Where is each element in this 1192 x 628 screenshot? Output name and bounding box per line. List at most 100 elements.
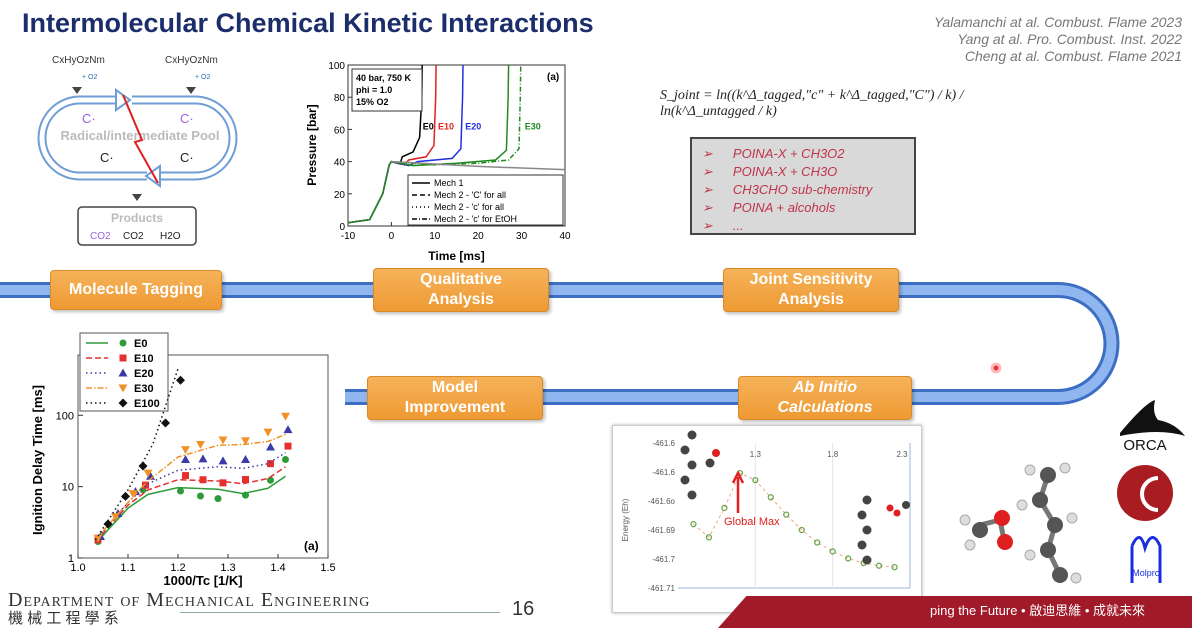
orca-logo	[1120, 400, 1185, 436]
legend	[407, 174, 564, 226]
data-point	[197, 492, 204, 500]
citation: Yalamanchi at al. Combust. Flame 2023	[934, 14, 1182, 30]
pointer-dot	[990, 362, 1002, 374]
legend-entry: E20	[134, 368, 154, 380]
data-point	[121, 491, 130, 501]
data-point	[705, 534, 713, 541]
data-point	[198, 454, 208, 463]
x-tick-label: 1.1	[120, 562, 135, 574]
bullet-arrow-icon: ➢	[702, 146, 713, 161]
x-tick-label: 40	[559, 231, 571, 242]
slide-title: Intermolecular Chemical Kinetic Interact…	[22, 8, 594, 38]
data-point	[783, 511, 790, 518]
svg-text:+ O2: + O2	[82, 74, 97, 81]
y-tick-label: 0	[339, 222, 345, 233]
y-tick-label: -461.71	[648, 584, 676, 593]
x-tick-label: 0	[389, 231, 395, 242]
data-point	[177, 487, 184, 495]
series-line	[94, 475, 286, 544]
data-point	[218, 436, 228, 445]
x-tick-label: 20	[473, 231, 485, 242]
series-label: E30	[525, 121, 541, 131]
x-tick-label: 1.8	[827, 450, 839, 459]
y-tick-label: -461.69	[648, 526, 676, 535]
plot-frame	[347, 64, 566, 227]
global-max-label: Global Max	[724, 516, 780, 528]
data-point	[199, 476, 207, 484]
data-point	[142, 481, 149, 489]
data-point	[119, 354, 127, 362]
y-tick-label: 100	[328, 61, 345, 72]
series-line	[391, 160, 566, 171]
y-axis-label: Ignition Delay Time [ms]	[30, 385, 45, 535]
molpro-logo	[1130, 536, 1162, 583]
condition-annotation: 15% O2	[356, 97, 389, 107]
data-point	[266, 442, 275, 451]
series-label: E20	[465, 121, 481, 131]
data-point	[690, 521, 697, 528]
list-item: ➢ POINA-X + CH3O2	[702, 146, 845, 161]
series-line	[94, 433, 286, 541]
list-item: ➢ POINA-X + CH3O	[702, 164, 838, 179]
step-ab-initio-calculations: Ab Initio Calculations	[738, 376, 912, 420]
y-axis-label: Pressure [bar]	[305, 104, 319, 185]
department-name: Department of Mechanical Engineering	[8, 589, 371, 611]
data-point	[111, 513, 120, 522]
svg-text:C·: C·	[82, 111, 96, 126]
y-tick-label: -461.6	[652, 468, 675, 477]
x-tick-label: 1.2	[170, 562, 185, 574]
data-point	[176, 375, 185, 385]
joint-sensitivity-formula: S_joint = ln((k^Δ_tagged,"c" + k^Δ_tagge…	[660, 88, 964, 119]
svg-text:CO2: CO2	[90, 231, 111, 242]
list-item: ➢ CH3CHO sub-chemistry	[702, 182, 873, 197]
data-point	[196, 440, 205, 449]
series-line	[347, 64, 510, 224]
step-qualitative-analysis: Qualitative Analysis	[373, 268, 549, 312]
data-point	[118, 368, 128, 377]
software-logos: ORCA Molpro	[1117, 400, 1185, 583]
data-point	[242, 491, 249, 499]
svg-text:C·: C·	[100, 150, 114, 165]
data-point	[875, 562, 883, 569]
legend-entry: Mech 2 - 'C' for all	[434, 190, 506, 200]
series-label: E10	[438, 121, 454, 131]
data-point	[281, 412, 290, 421]
data-point	[181, 446, 190, 455]
y-tick-label: 60	[334, 125, 346, 136]
x-tick-label: -10	[341, 231, 356, 242]
data-point	[798, 526, 805, 534]
department-name-zh: 機 械 工 程 學 系	[8, 610, 119, 627]
svg-text:C·: C·	[180, 150, 194, 165]
data-point	[767, 494, 774, 501]
x-tick-label: 1.3	[220, 562, 235, 574]
data-point	[829, 548, 836, 555]
legend-entry: E10	[134, 353, 154, 365]
bullet-arrow-icon: ➢	[702, 218, 713, 233]
series-line	[94, 466, 286, 543]
data-point	[752, 476, 759, 484]
y-tick-label: 80	[334, 93, 346, 104]
data-point	[241, 455, 250, 464]
y-tick-label: 100	[56, 410, 74, 422]
legend-entry: E30	[134, 383, 154, 395]
list-item: ➢ POINA + alcohols	[702, 200, 836, 215]
energy-chart: 1.3 1.8 2.3 -461.6 -461.6 -461.6o -461.69 -461.…	[621, 430, 911, 604]
molecule-image	[959, 462, 1082, 584]
data-point	[118, 398, 128, 408]
molecule-image	[857, 495, 910, 565]
y-tick-label: -461.7	[652, 555, 675, 564]
x-tick-label: 30	[516, 231, 528, 242]
data-point	[891, 563, 898, 571]
legend-entry: E100	[134, 398, 160, 410]
fuel-left: CxHyOzNm	[52, 55, 105, 66]
data-point	[103, 519, 113, 529]
data-point	[283, 425, 293, 434]
data-point	[721, 504, 728, 512]
bullet-arrow-icon: ➢	[702, 182, 713, 197]
condition-annotation: 40 bar, 750 K	[356, 73, 412, 83]
legend-entry: Mech 2 - 'c' for all	[434, 202, 504, 212]
svg-text:CO2: CO2	[123, 231, 144, 242]
citation: Yang at al. Pro. Combust. Inst. 2022	[957, 31, 1182, 47]
data-point	[814, 539, 821, 546]
